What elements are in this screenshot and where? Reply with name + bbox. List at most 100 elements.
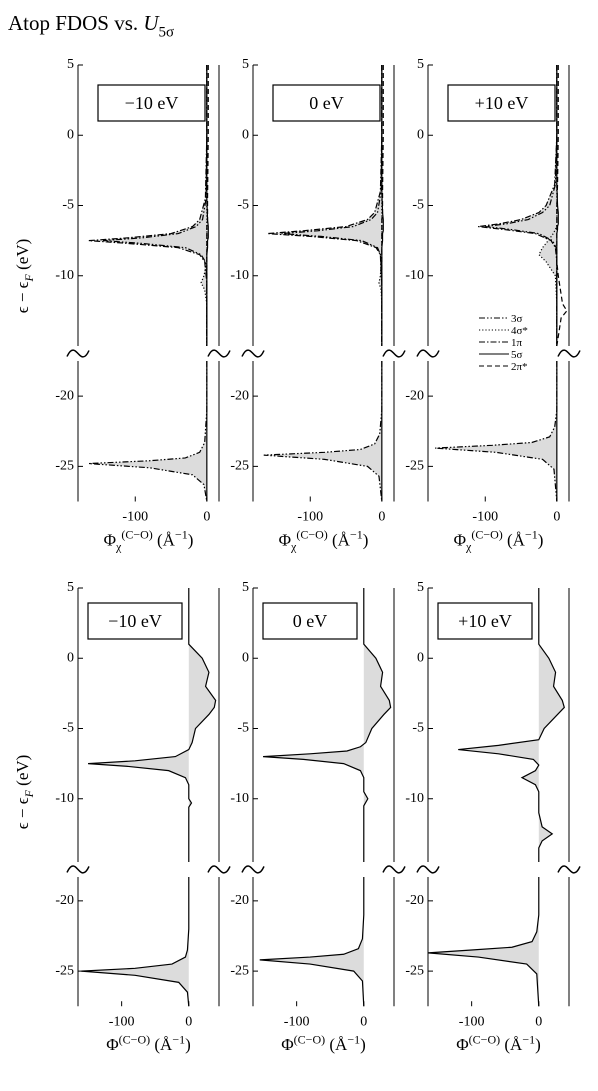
curve [263,588,392,862]
y-tick-label: -10 [230,268,249,283]
axis-break [416,349,440,358]
curve [263,361,383,502]
axis-break [557,349,581,358]
curve [435,361,558,502]
x-axis-label: Φ(C−O) (Å−1) [281,1032,366,1054]
x-tick-label: -100 [284,1014,310,1029]
y-tick-label: -20 [230,893,249,908]
x-tick-label: -100 [122,510,148,525]
axis-break [382,865,406,874]
text-part: Atop FDOS vs. [8,11,143,35]
text-part: −1 [347,1032,360,1046]
text-part: F [22,273,36,282]
panel-label: +10 eV [475,93,529,113]
y-tick-label: 5 [67,57,74,72]
text-part: Φ [104,531,116,550]
label-box [437,602,533,640]
area-fill [81,876,189,1007]
text-part: ϵ − ϵ [13,797,32,829]
y-tick-label: 0 [67,127,74,142]
curve [381,65,384,346]
text-part: Φ [456,1035,468,1054]
y-tick-label: -20 [405,893,424,908]
y-tick-label: 5 [417,580,424,595]
text-part: −1 [525,528,538,542]
y-tick-label: 0 [242,127,249,142]
area-fill [259,876,364,1007]
text-part: Φ [454,531,466,550]
curve [458,588,565,862]
text-part: Φ [281,1035,293,1054]
text-part: ) [185,1035,191,1054]
text-part: −1 [522,1032,535,1046]
text-part: ϵ − ϵ [13,281,32,313]
y-tick-label: 5 [242,580,249,595]
text-part: ) [360,1035,366,1054]
label-box [272,84,381,122]
curve [206,65,209,346]
text-part: (C−O) [121,528,152,542]
text-part: 5σ [159,24,175,40]
y-tick-label: -5 [62,198,74,213]
text-part: (C−O) [469,1032,500,1046]
y-axis-label: ϵ − ϵF (eV) [13,239,36,314]
text-part: Φ [279,531,291,550]
x-tick-label: 0 [535,1014,542,1029]
text-part: (Å [503,531,526,550]
text-part: (eV) [13,755,32,790]
x-axis-label: Φ(C−O) (Å−1) [456,1032,541,1054]
area-fill [458,588,565,862]
text-part: (Å [500,1035,523,1054]
panel-label: 0 eV [309,93,344,113]
x-tick-label: 0 [203,510,210,525]
text-part: (Å [325,1035,348,1054]
area-fill [435,361,557,502]
y-tick-label: 0 [417,127,424,142]
y-tick-label: -5 [237,198,249,213]
text-part: ) [538,531,544,550]
area-fill [263,361,382,502]
x-tick-label: 0 [553,510,560,525]
y-tick-label: -20 [55,893,74,908]
y-tick-label: -25 [405,963,424,978]
text-part: (Å [150,1035,173,1054]
panel-label: −10 eV [125,93,179,113]
y-tick-label: 0 [242,650,249,665]
text-part: −1 [175,528,188,542]
text-part: ) [363,531,369,550]
area-fill [88,361,207,502]
text-part: −1 [350,528,363,542]
text-part: χ [290,540,297,554]
panel-label: 0 eV [293,611,328,631]
legend-label: 5σ [511,349,523,361]
y-tick-label: -25 [55,459,74,474]
text-part: (C−O) [471,528,502,542]
x-tick-label: -100 [459,1014,485,1029]
axis-break [241,865,265,874]
y-axis-label: ϵ − ϵF (eV) [13,755,36,830]
label-box [87,602,183,640]
axis-break [382,349,406,358]
y-tick-label: -20 [230,388,249,403]
text-part: −1 [172,1032,185,1046]
axis-break [207,865,231,874]
text-part: Φ [106,1035,118,1054]
curve [81,876,190,1007]
y-tick-label: 0 [67,650,74,665]
text-part: (Å [328,531,351,550]
panel-label: +10 eV [458,611,512,631]
curve [88,588,217,862]
x-tick-label: -100 [109,1014,135,1029]
text-part: (C−O) [119,1032,150,1046]
y-tick-label: -10 [405,791,424,806]
y-tick-label: -10 [55,791,74,806]
axis-break [66,349,90,358]
text-part: (eV) [13,239,32,274]
y-tick-label: 0 [417,650,424,665]
curve [88,361,208,502]
x-tick-label: -100 [472,510,498,525]
y-tick-label: -5 [62,721,74,736]
legend-label: 4σ* [511,325,528,337]
x-tick-label: 0 [360,1014,367,1029]
axis-break [241,349,265,358]
